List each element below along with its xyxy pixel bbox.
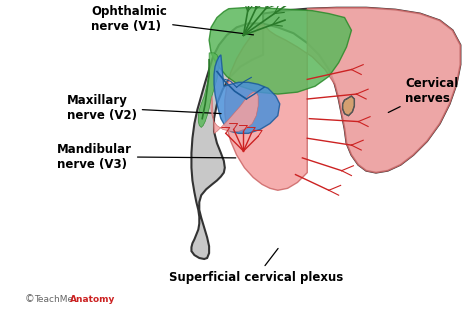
Polygon shape xyxy=(191,8,460,259)
Text: Anatomy: Anatomy xyxy=(70,295,115,304)
Text: Superficial cervical plexus: Superficial cervical plexus xyxy=(169,248,343,284)
Polygon shape xyxy=(214,55,280,133)
Text: TeachMe: TeachMe xyxy=(35,295,73,304)
Text: Cervical
nerves: Cervical nerves xyxy=(388,77,459,113)
Polygon shape xyxy=(211,92,258,133)
Text: Mandibular
nerve (V3): Mandibular nerve (V3) xyxy=(57,143,236,171)
Polygon shape xyxy=(198,53,219,128)
Text: Ophthalmic
nerve (V1): Ophthalmic nerve (V1) xyxy=(91,5,254,35)
Text: ©: © xyxy=(25,294,34,304)
Polygon shape xyxy=(209,8,351,94)
Text: Maxillary
nerve (V2): Maxillary nerve (V2) xyxy=(67,94,221,122)
Polygon shape xyxy=(225,8,460,190)
Polygon shape xyxy=(343,96,355,116)
